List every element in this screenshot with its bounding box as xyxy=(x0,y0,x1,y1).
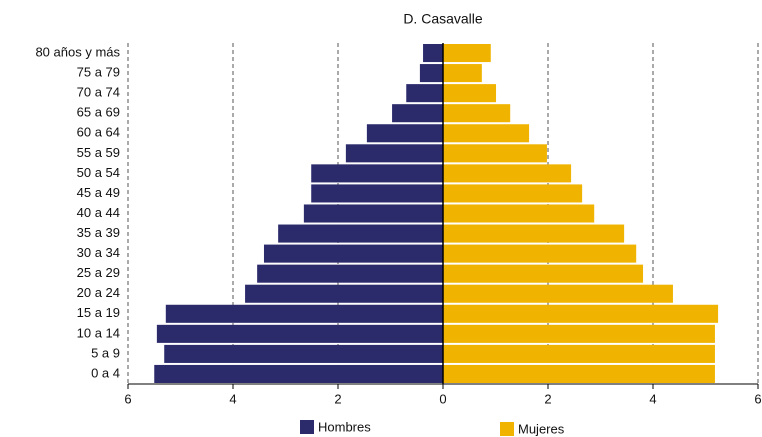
x-tick-label: 0 xyxy=(439,391,446,406)
bar xyxy=(345,144,443,163)
y-tick-label: 40 a 44 xyxy=(77,205,120,220)
bar xyxy=(257,264,443,283)
bar xyxy=(311,164,443,183)
bar xyxy=(443,184,583,203)
bar xyxy=(245,284,443,303)
y-tick-label: 75 a 79 xyxy=(77,65,120,80)
y-tick-label: 80 años y más xyxy=(35,44,120,59)
bar xyxy=(443,264,644,283)
legend-swatch xyxy=(500,422,514,436)
y-tick-label: 10 a 14 xyxy=(77,325,120,340)
y-tick-label: 30 a 34 xyxy=(77,245,120,260)
y-tick-label: 0 a 4 xyxy=(91,365,120,380)
x-tick-label: 2 xyxy=(334,391,341,406)
bar xyxy=(443,364,715,383)
legend-label: Mujeres xyxy=(518,421,565,436)
y-tick-label: 35 a 39 xyxy=(77,225,120,240)
bar xyxy=(156,324,443,343)
x-tick-label: 6 xyxy=(124,391,131,406)
y-tick-label: 15 a 19 xyxy=(77,305,120,320)
bar xyxy=(278,224,443,243)
bar xyxy=(443,124,530,143)
y-tick-label: 5 a 9 xyxy=(91,345,120,360)
bar xyxy=(443,44,491,63)
bar xyxy=(366,124,443,143)
bar xyxy=(443,244,637,263)
legend-swatch xyxy=(300,420,314,434)
y-tick-label: 55 a 59 xyxy=(77,145,120,160)
bar xyxy=(263,244,443,263)
y-tick-label: 50 a 54 xyxy=(77,165,120,180)
x-tick-label: 4 xyxy=(229,391,236,406)
bar xyxy=(443,324,715,343)
bar xyxy=(443,204,595,223)
bar xyxy=(311,184,443,203)
bar xyxy=(443,144,547,163)
bar xyxy=(154,364,443,383)
bar xyxy=(443,164,572,183)
bar xyxy=(443,84,497,103)
bar xyxy=(303,204,443,223)
y-tick-label: 70 a 74 xyxy=(77,85,120,100)
bar xyxy=(423,44,443,63)
bar xyxy=(443,224,625,243)
bar xyxy=(392,104,443,123)
bar xyxy=(443,304,719,323)
legend-label: Hombres xyxy=(318,419,371,434)
y-tick-label: 45 a 49 xyxy=(77,185,120,200)
bar xyxy=(406,84,443,103)
y-tick-label: 25 a 29 xyxy=(77,265,120,280)
bar xyxy=(164,344,443,363)
x-tick-label: 2 xyxy=(544,391,551,406)
bar xyxy=(443,284,673,303)
chart-title: D. Casavalle xyxy=(403,11,483,27)
bar xyxy=(443,64,482,83)
y-tick-label: 60 a 64 xyxy=(77,125,120,140)
x-tick-label: 6 xyxy=(754,391,761,406)
y-tick-label: 20 a 24 xyxy=(77,285,120,300)
x-tick-label: 4 xyxy=(649,391,656,406)
bar xyxy=(443,344,715,363)
bar xyxy=(443,104,511,123)
bar xyxy=(165,304,444,323)
y-tick-label: 65 a 69 xyxy=(77,105,120,120)
bar xyxy=(419,64,443,83)
